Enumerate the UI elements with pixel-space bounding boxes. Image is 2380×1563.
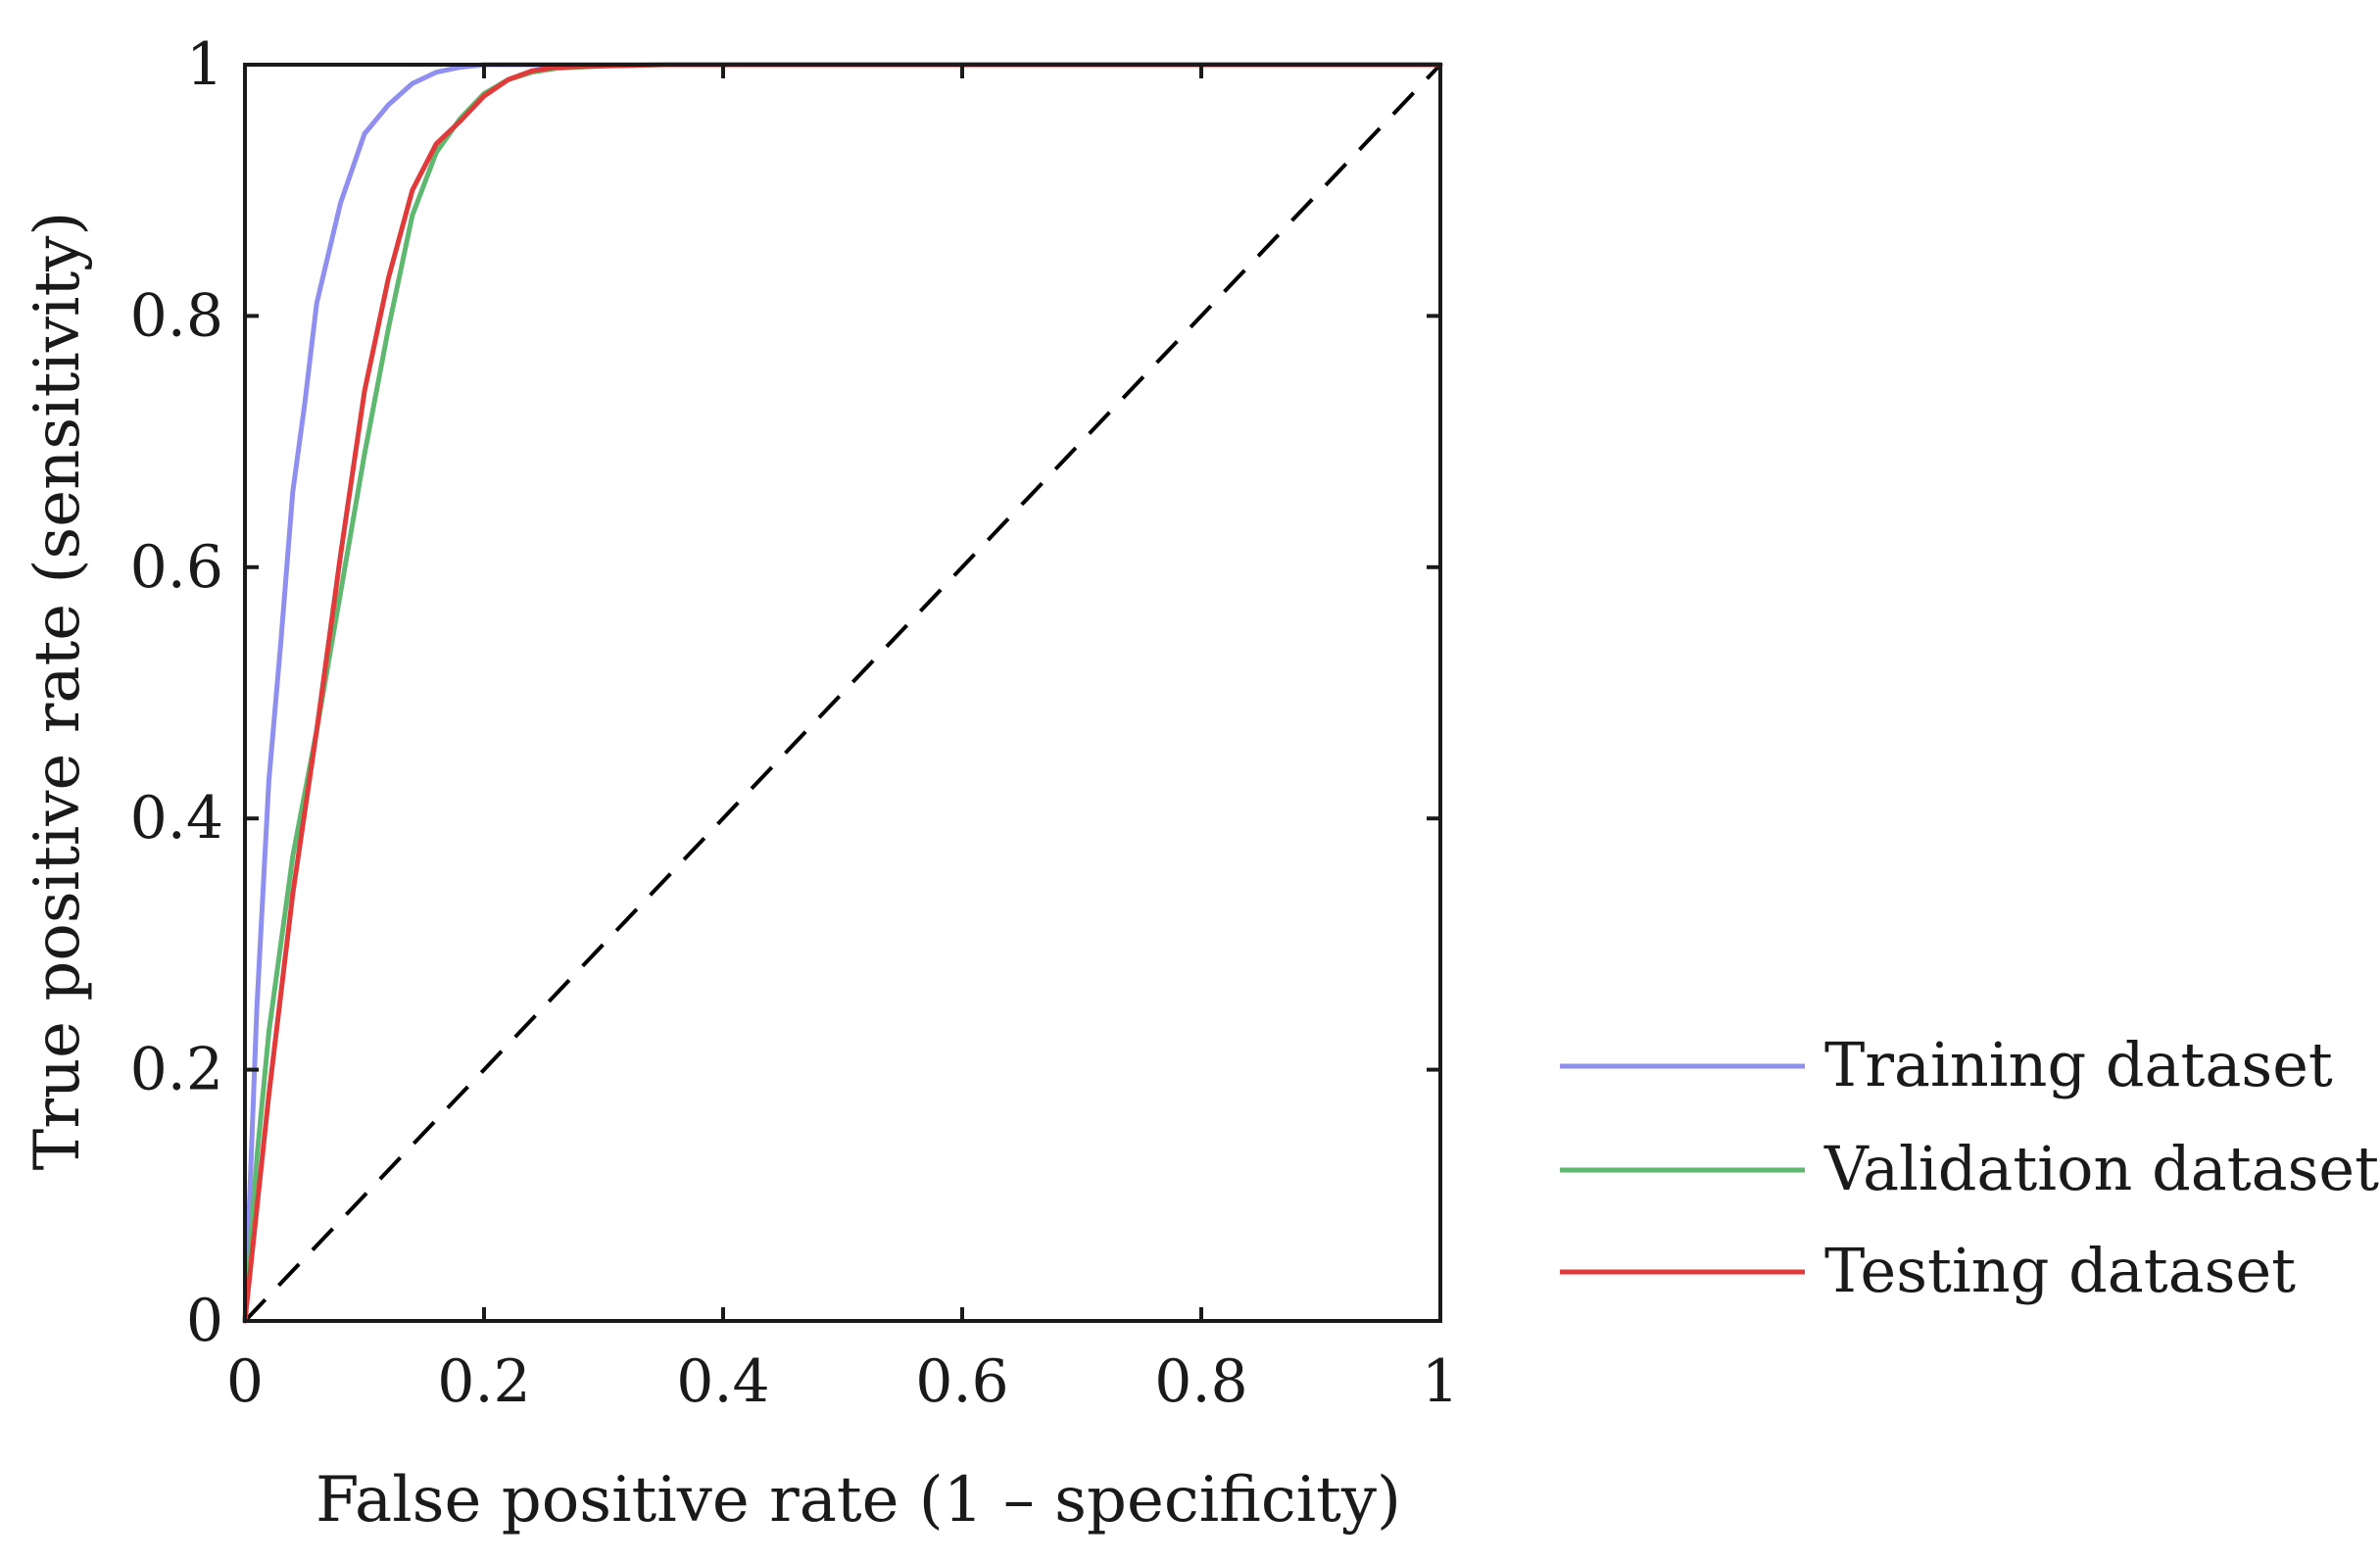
legend: Training dataset Validation dataset Testin… — [1560, 1029, 2379, 1306]
axis-ticks: 0 0.2 0.4 0.6 0.8 1 0 0.2 0.4 0.6 0.8 1 — [130, 30, 1460, 1416]
chance-diagonal-line — [243, 63, 1442, 1323]
x-tick-label: 0.6 — [915, 1347, 1008, 1416]
x-tick-label: 1 — [1422, 1347, 1459, 1416]
plot-area — [242, 62, 1443, 1324]
legend-label: Validation dataset — [1823, 1133, 2379, 1204]
y-tick-label: 0 — [186, 1287, 223, 1355]
y-tick-label: 1 — [186, 30, 223, 99]
legend-item-testing-dataset: Testing dataset — [1560, 1235, 2296, 1306]
x-tick-label: 0 — [226, 1347, 264, 1416]
plot-frame — [243, 63, 1442, 1323]
y-tick-label: 0.2 — [130, 1036, 223, 1104]
x-axis-label: False positive rate (1 – specificity) — [316, 1464, 1401, 1537]
y-axis-label: True positive rate (sensitivity) — [22, 212, 94, 1171]
legend-item-validation-dataset: Validation dataset — [1560, 1133, 2379, 1204]
y-tick-label: 0.4 — [130, 784, 223, 853]
axes-frame — [243, 63, 1442, 1323]
legend-item-training-dataset: Training dataset — [1560, 1029, 2333, 1100]
legend-label: Training dataset — [1824, 1029, 2333, 1100]
x-tick-label: 0.4 — [676, 1347, 769, 1416]
legend-label: Testing dataset — [1824, 1235, 2296, 1306]
y-tick-label: 0.6 — [130, 533, 223, 602]
y-tick-label: 0.8 — [130, 281, 223, 350]
x-tick-label: 0.8 — [1154, 1347, 1247, 1416]
x-tick-label: 0.2 — [437, 1347, 530, 1416]
